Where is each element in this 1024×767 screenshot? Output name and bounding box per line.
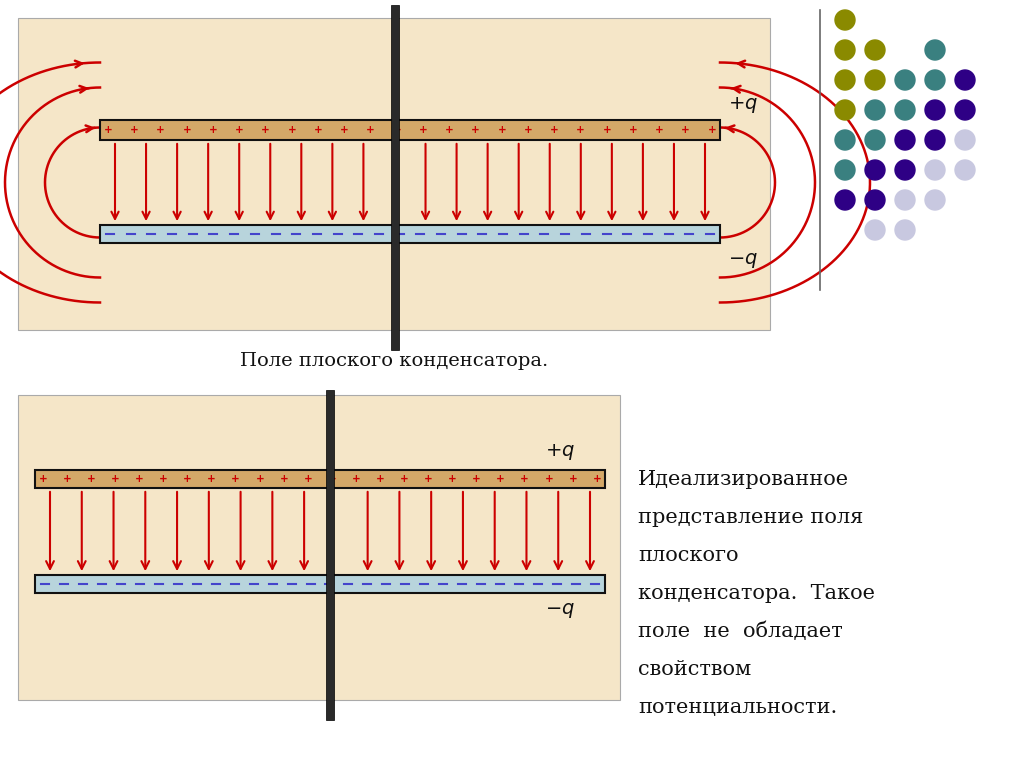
Text: +: + [400,474,409,484]
Text: +: + [472,474,481,484]
Text: +: + [328,474,337,484]
Circle shape [895,220,915,240]
Text: $-q$: $-q$ [728,251,758,270]
Text: +: + [255,474,264,484]
Text: +: + [288,125,296,135]
Circle shape [895,100,915,120]
Circle shape [865,70,885,90]
Circle shape [865,220,885,240]
Text: +: + [111,474,120,484]
Text: +: + [280,474,288,484]
Circle shape [955,130,975,150]
Text: +: + [135,474,143,484]
Text: +: + [471,125,480,135]
Text: +: + [577,125,585,135]
Text: +: + [449,474,457,484]
Circle shape [925,40,945,60]
Text: потенциальности.: потенциальности. [638,698,838,717]
Circle shape [835,160,855,180]
Text: +: + [497,474,505,484]
Circle shape [865,160,885,180]
Circle shape [925,190,945,210]
Text: $+q$: $+q$ [545,442,575,462]
Text: +: + [209,125,217,135]
Text: +: + [182,125,191,135]
Text: +: + [520,474,529,484]
Text: +: + [445,125,454,135]
Circle shape [895,190,915,210]
Text: +: + [602,125,611,135]
Text: +: + [629,125,638,135]
Text: +: + [340,125,349,135]
Circle shape [835,100,855,120]
Text: +: + [234,125,244,135]
Circle shape [955,160,975,180]
Text: $-q$: $-q$ [545,601,575,620]
Text: +: + [261,125,270,135]
Text: +: + [568,474,578,484]
Circle shape [865,100,885,120]
Text: +: + [708,125,717,135]
Circle shape [835,190,855,210]
Text: +: + [159,474,168,484]
Text: +: + [183,474,191,484]
Text: +: + [681,125,690,135]
Text: свойством: свойством [638,660,752,679]
Text: +: + [376,474,385,484]
Text: +: + [545,474,553,484]
Circle shape [895,70,915,90]
Circle shape [955,70,975,90]
Text: +: + [392,125,401,135]
Text: поле  не  обладает: поле не обладает [638,622,843,641]
Bar [35,575,605,593]
Text: +: + [231,474,240,484]
Circle shape [925,70,945,90]
Bar [100,225,720,243]
Text: +: + [313,125,323,135]
Text: +: + [367,125,375,135]
Text: конденсатора.  Такое: конденсатора. Такое [638,584,874,603]
Circle shape [835,40,855,60]
Text: +: + [593,474,601,484]
Bar [326,390,334,720]
Bar [391,5,399,350]
Text: +: + [498,125,506,135]
Text: +: + [130,125,138,135]
Text: $+q$: $+q$ [728,95,758,115]
Circle shape [865,40,885,60]
Text: +: + [207,474,216,484]
Circle shape [835,70,855,90]
Text: +: + [655,125,664,135]
Circle shape [925,130,945,150]
Text: Поле плоского конденсатора.: Поле плоского конденсатора. [240,352,548,370]
Circle shape [925,100,945,120]
Circle shape [835,10,855,30]
Bar [18,18,770,330]
Bar [100,120,720,140]
Text: +: + [352,474,360,484]
Circle shape [925,160,945,180]
Text: представление поля: представление поля [638,508,863,527]
Text: +: + [524,125,532,135]
Circle shape [865,190,885,210]
Text: плоского: плоского [638,546,738,565]
Text: +: + [419,125,427,135]
Text: +: + [424,474,433,484]
Circle shape [865,130,885,150]
Text: +: + [39,474,47,484]
Bar [18,395,620,700]
Text: +: + [303,474,312,484]
Text: +: + [156,125,165,135]
Circle shape [835,130,855,150]
Text: +: + [103,125,113,135]
Bar [35,470,605,488]
Text: +: + [62,474,72,484]
Text: Идеализированное: Идеализированное [638,470,849,489]
Circle shape [955,100,975,120]
Circle shape [895,160,915,180]
Circle shape [895,130,915,150]
Text: +: + [87,474,95,484]
Text: +: + [550,125,559,135]
